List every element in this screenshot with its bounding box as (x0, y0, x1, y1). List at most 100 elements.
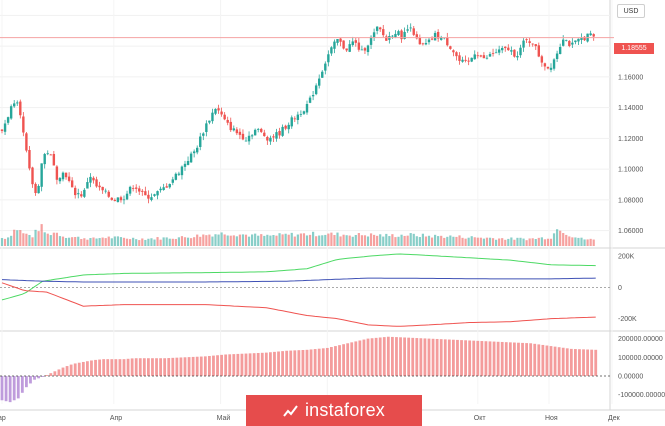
candle-body (19, 101, 22, 116)
hist-bar (25, 375, 28, 388)
volume-bar (501, 238, 504, 246)
volume-bar (101, 237, 104, 246)
candle-body (467, 60, 470, 62)
chart-icon (283, 404, 298, 417)
candle-body (67, 176, 71, 181)
hist-bar (277, 351, 280, 376)
candle-body (128, 186, 132, 194)
volume-bar (28, 234, 31, 246)
volume-bar (31, 237, 34, 246)
hist-bar (269, 352, 272, 376)
candle-body (80, 194, 83, 197)
candle-body (162, 187, 165, 190)
candle-body (113, 199, 117, 201)
candle-body (525, 39, 528, 41)
hist-bar (395, 337, 398, 376)
x-tick-label: Апр (110, 415, 122, 422)
candle-body (394, 33, 397, 38)
candle-body (28, 150, 31, 169)
candle-body (205, 123, 208, 133)
candle-body (345, 48, 348, 51)
volume-bar (379, 234, 382, 246)
price-tick-label: 1.12000 (618, 136, 643, 143)
candle-body (287, 124, 290, 130)
volume-bar (488, 237, 492, 246)
volume-bar (461, 237, 464, 246)
candle-body (9, 106, 13, 119)
volume-bar (125, 238, 129, 246)
hist-bar (472, 340, 476, 376)
volume-bar (546, 238, 550, 246)
candle-body (25, 133, 28, 151)
volume-bar (409, 233, 412, 246)
hist-bar (582, 349, 585, 376)
hist-bar (358, 340, 362, 376)
candle-body (351, 41, 354, 46)
volume-bar (77, 236, 80, 246)
hist-bar (468, 340, 472, 376)
hist-bar (492, 341, 496, 376)
volume-bar (318, 235, 321, 246)
candle-body (52, 153, 56, 166)
hist-bar (138, 358, 142, 376)
hist-bar (57, 369, 61, 376)
hist-bar (8, 375, 12, 403)
hist-bar (118, 359, 122, 376)
candle-body (89, 176, 92, 183)
candle-body (510, 50, 513, 52)
candle-body (83, 189, 86, 197)
hist-bar (20, 375, 24, 393)
volume-bar (421, 233, 424, 246)
volume-bar (284, 233, 287, 246)
candle-body (516, 55, 519, 58)
hist-bar (285, 350, 289, 376)
volume-bar (476, 237, 479, 246)
candle-body (382, 29, 385, 36)
volume-bar (199, 236, 202, 246)
hist-bar (122, 359, 126, 376)
candle-body (156, 191, 159, 196)
volume-bar (327, 233, 330, 246)
watermark: instaforex (246, 395, 422, 426)
volume-bar (55, 232, 58, 246)
hist-bar (427, 338, 431, 376)
price-tick-label: 1.08000 (618, 197, 643, 204)
hist-bar (415, 338, 419, 376)
volume-bar (132, 237, 135, 246)
hist-tick-label: 0.00000 (618, 373, 643, 380)
hist-bar (114, 359, 118, 376)
currency-badge[interactable]: USD (617, 4, 645, 18)
volume-bar (257, 235, 260, 246)
candle-body (369, 36, 373, 45)
candle-body (177, 173, 181, 175)
hist-bar (29, 375, 32, 384)
volume-bar (495, 239, 498, 246)
volume-bar (376, 235, 379, 246)
volume-bar (138, 240, 141, 246)
hist-bar (521, 342, 524, 376)
volume-bar (293, 236, 296, 246)
volume-bar (260, 234, 263, 246)
candle-body (330, 47, 333, 54)
volume-bar (430, 237, 434, 246)
candle-body (488, 54, 492, 57)
volume-bar (400, 234, 403, 246)
candle-body (46, 153, 49, 155)
hist-bar (159, 358, 162, 376)
volume-bar (272, 235, 275, 246)
candle-body (455, 52, 458, 57)
hist-tick-label: 200000.00000 (618, 336, 663, 343)
volume-bar (0, 238, 4, 246)
hist-bar (325, 347, 329, 376)
hist-bar (220, 354, 223, 376)
candle-body (31, 167, 34, 185)
hist-bar (569, 348, 573, 376)
hist-bar (435, 338, 439, 376)
volume-bar (165, 237, 168, 246)
volume-bar (64, 237, 68, 246)
volume-bar (235, 236, 238, 246)
volume-bar (424, 236, 428, 246)
hist-bar (370, 338, 374, 376)
hist-bar (330, 347, 333, 376)
candle-body (430, 38, 434, 40)
